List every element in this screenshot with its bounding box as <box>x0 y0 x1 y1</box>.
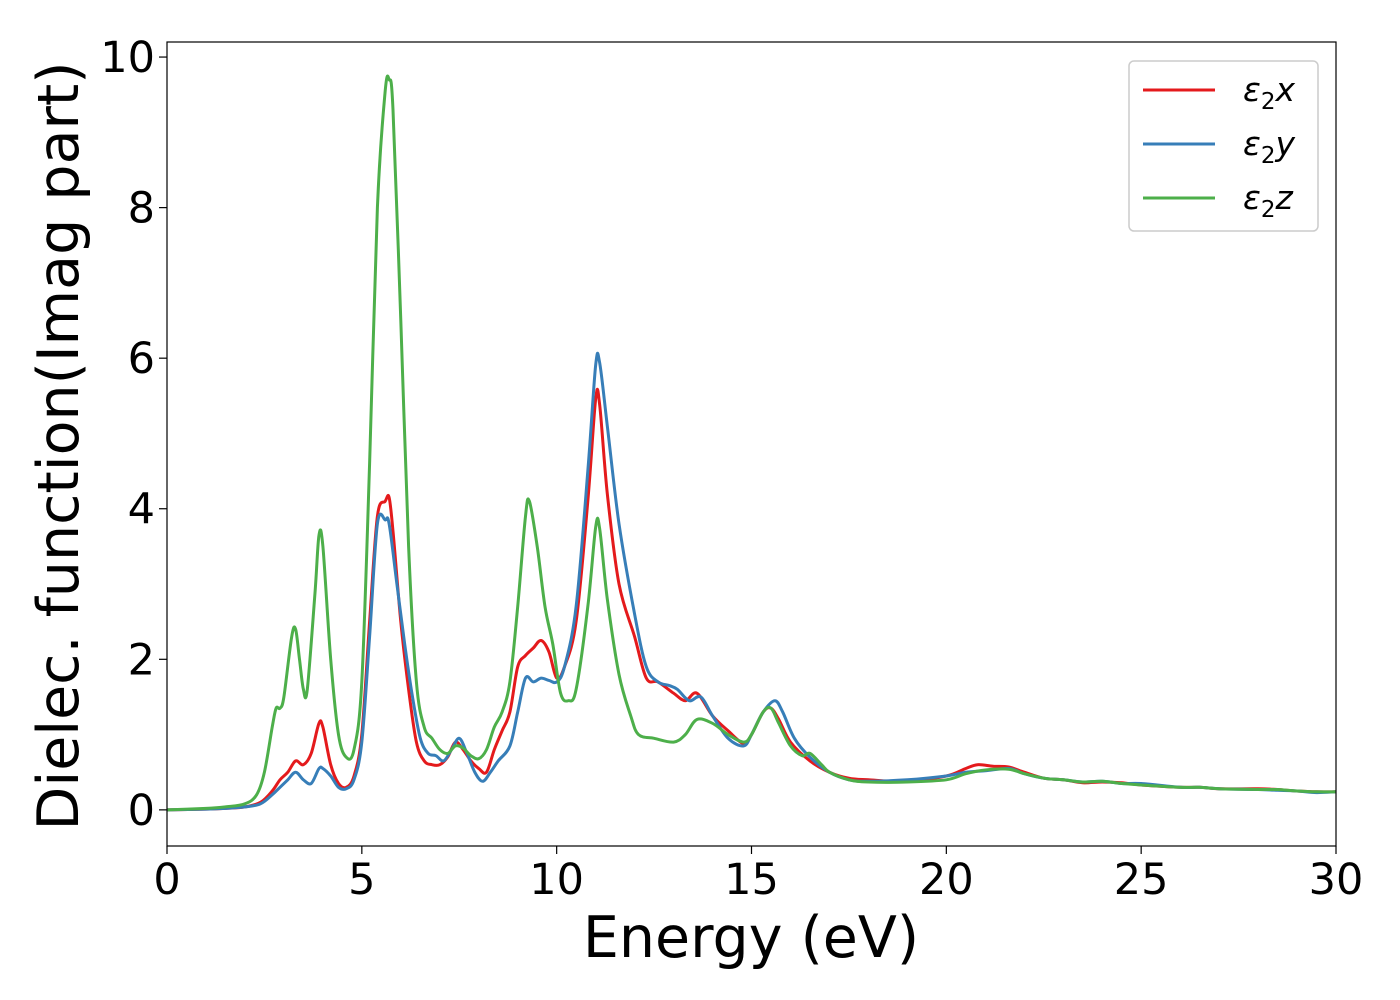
legend-label-x: ε2x <box>1243 70 1295 115</box>
x-tick-label: 15 <box>724 855 779 905</box>
x-axis-label: Energy (eV) <box>583 905 919 971</box>
legend-label-y: ε2y <box>1243 124 1295 169</box>
y-tick-label: 10 <box>100 33 155 83</box>
x-tick-label: 25 <box>1114 855 1169 905</box>
y-axis-ticks: 0 2 4 6 8 10 <box>100 33 167 836</box>
y-axis-label: Dielec. function(Imag part) <box>26 61 92 830</box>
series-line-z <box>167 74 1336 812</box>
y-tick-label: 8 <box>128 184 155 234</box>
legend-label-z: ε2z <box>1243 178 1293 223</box>
y-tick-label: 0 <box>128 786 155 836</box>
series-line-y <box>167 351 1336 812</box>
x-tick-label: 5 <box>348 855 375 905</box>
y-tick-label: 4 <box>128 485 155 535</box>
y-tick-label: 6 <box>128 334 155 384</box>
legend: ε2x ε2y ε2z <box>1128 60 1319 232</box>
x-tick-label: 30 <box>1309 855 1364 905</box>
y-tick-label: 2 <box>128 635 155 685</box>
x-tick-label: 20 <box>919 855 974 905</box>
x-tick-label: 0 <box>153 855 180 905</box>
legend-box <box>1128 60 1319 232</box>
x-tick-label: 10 <box>529 855 584 905</box>
x-axis-ticks: 0 5 10 15 20 25 30 <box>153 846 1363 905</box>
